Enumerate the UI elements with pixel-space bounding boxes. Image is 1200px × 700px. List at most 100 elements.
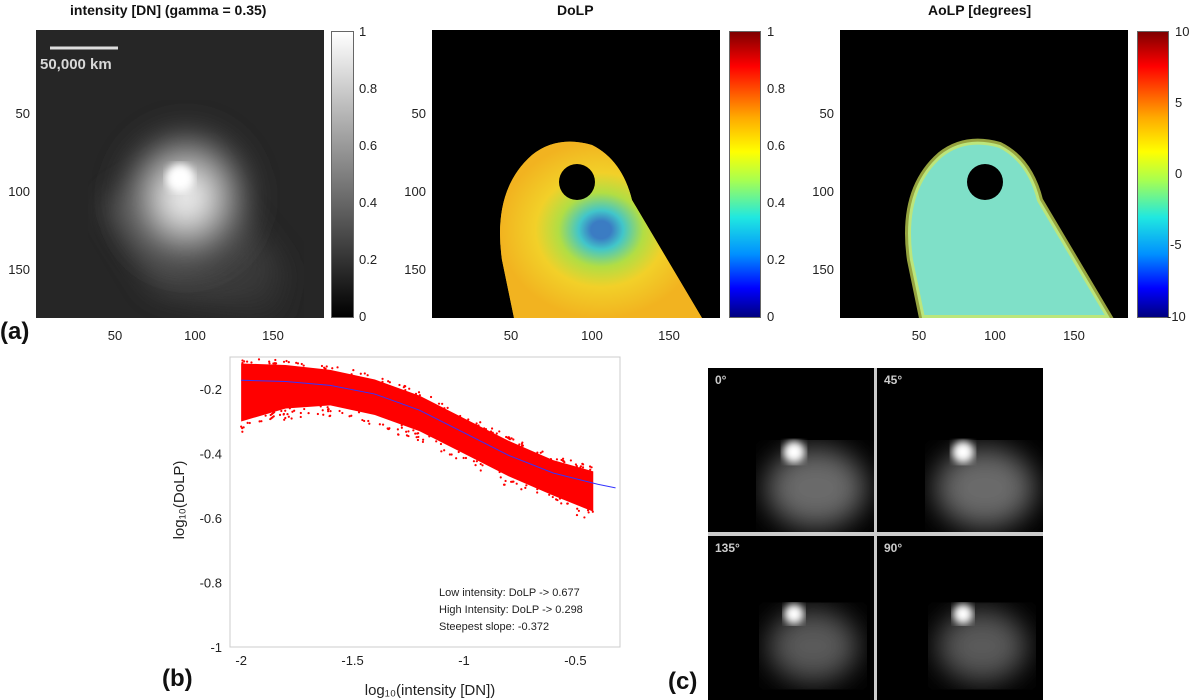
scatter-point [505, 435, 508, 439]
x-tick: 100 [581, 328, 603, 343]
scatter-point [280, 409, 283, 413]
scatter-point [591, 510, 594, 513]
scatter-point [539, 451, 542, 454]
scatter-point [435, 440, 438, 443]
scatter-point [272, 415, 275, 418]
scatter-point [363, 419, 366, 423]
scatter-point [590, 466, 593, 469]
scatter-point [439, 442, 443, 446]
scatter-point [268, 362, 271, 365]
scatter-point [498, 430, 501, 433]
scatter-point [405, 434, 409, 437]
scatter-point [521, 441, 524, 444]
scatter-point [412, 429, 415, 432]
scatter-point [257, 358, 261, 361]
cbar-tick: 5 [1175, 95, 1183, 110]
scatter-point [268, 360, 271, 363]
scatter-point [462, 456, 465, 460]
scatter-point [404, 388, 407, 392]
scatter-point [327, 410, 330, 413]
annotation: Steepest slope: -0.372 [439, 621, 549, 633]
y-tick: 50 [819, 106, 834, 121]
scatter-point [250, 361, 253, 364]
scatter-point [381, 377, 384, 380]
polarizer-panel [877, 368, 1043, 532]
scatter-point [443, 407, 446, 410]
scatter-point [515, 482, 518, 485]
y-tick: 50 [15, 106, 30, 121]
aolp-colorbar [1137, 31, 1169, 318]
scatter-point [441, 402, 444, 405]
scatter-point [359, 372, 362, 375]
scatter-point [415, 436, 418, 439]
scatter-point [350, 373, 353, 376]
scatter-point [583, 516, 586, 519]
y-tick: 150 [404, 262, 426, 277]
y-tick: -0.6 [200, 511, 222, 526]
scatter-point [490, 427, 494, 430]
scatter-point [558, 497, 562, 500]
scatter-point [555, 458, 559, 461]
cbar-tick: 0 [767, 309, 775, 324]
cbar-tick: 10 [1175, 24, 1190, 39]
polarizer-label: 135° [715, 541, 740, 555]
scatter-point [258, 420, 261, 423]
polarizer-label: 0° [715, 373, 727, 387]
scatter-point [361, 418, 364, 422]
scatter-point [290, 417, 293, 420]
scatter-point [405, 430, 408, 433]
scatter-point [381, 380, 384, 383]
scatter-point [331, 367, 334, 370]
cbar-tick: 1 [767, 24, 775, 39]
y-tick: -0.2 [200, 382, 222, 397]
cbar-tick: 0.4 [359, 195, 378, 210]
x-tick: 50 [503, 328, 519, 343]
scatter-point [575, 464, 578, 468]
y-tick: -1 [210, 640, 222, 655]
scatter-point [274, 362, 278, 365]
scatter-point [477, 424, 480, 427]
scatter-point [320, 364, 324, 368]
scatter-band [241, 363, 594, 512]
scatter-point [321, 409, 324, 412]
scatter-point [408, 387, 411, 390]
scatter-point [495, 432, 498, 435]
scatter-point [561, 457, 565, 460]
scatter-point [327, 408, 330, 411]
annotation: Low intensity: DoLP -> 0.677 [439, 587, 580, 599]
scale-bar-label: 50,000 km [40, 56, 112, 73]
scatter-point [525, 484, 528, 487]
polarizer-label: 90° [884, 541, 903, 555]
scatter-point [285, 359, 288, 363]
scatter-point [577, 509, 580, 512]
x-axis-label: log₁₀(intensity [DN]) [365, 682, 496, 699]
x-axis-ticks: -2 -1.5 -1 -0.5 [235, 653, 586, 668]
scatter-point [536, 451, 539, 454]
scatter-point [367, 419, 370, 423]
scatter-point [397, 433, 400, 436]
x-tick: -0.5 [564, 653, 586, 668]
scatter-point [422, 438, 425, 441]
scatter-point [503, 483, 506, 486]
y-tick: 50 [411, 106, 426, 121]
scatter-point [414, 392, 418, 395]
scatter-point [518, 443, 521, 446]
scatter-point [548, 493, 551, 496]
scatter-point [293, 409, 296, 412]
scatter-point [326, 406, 329, 409]
x-tick: 150 [658, 328, 680, 343]
scatter-point [417, 432, 420, 435]
scatter-point [446, 406, 449, 409]
scatter-point [407, 430, 410, 433]
scatter-point [260, 420, 263, 423]
polarizer-panel [877, 536, 1043, 700]
intensity-title: intensity [DN] (gamma = 0.35) [70, 2, 267, 18]
scatter-point [319, 405, 322, 408]
scatter-point [437, 402, 441, 405]
polarizer-label: 45° [884, 373, 903, 387]
scatter-point [336, 366, 339, 369]
scatter-point [443, 449, 446, 452]
scatter-point [428, 435, 431, 438]
cbar-tick: 0.8 [767, 81, 786, 96]
y-tick: 100 [8, 184, 30, 199]
